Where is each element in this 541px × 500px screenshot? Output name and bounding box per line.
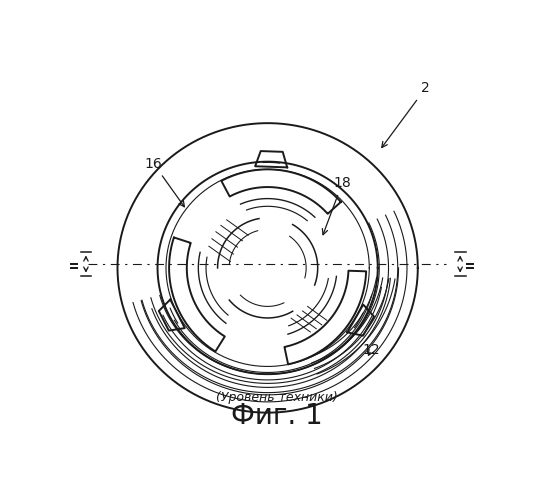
Text: (Уровень техники): (Уровень техники) — [216, 391, 338, 404]
Text: II: II — [466, 260, 476, 268]
Text: 2: 2 — [382, 82, 430, 148]
Text: 12: 12 — [363, 343, 380, 357]
Text: 18: 18 — [322, 176, 351, 234]
Text: 16: 16 — [145, 157, 184, 207]
Text: Фиг. 1: Фиг. 1 — [231, 402, 323, 429]
Text: II: II — [70, 260, 80, 268]
